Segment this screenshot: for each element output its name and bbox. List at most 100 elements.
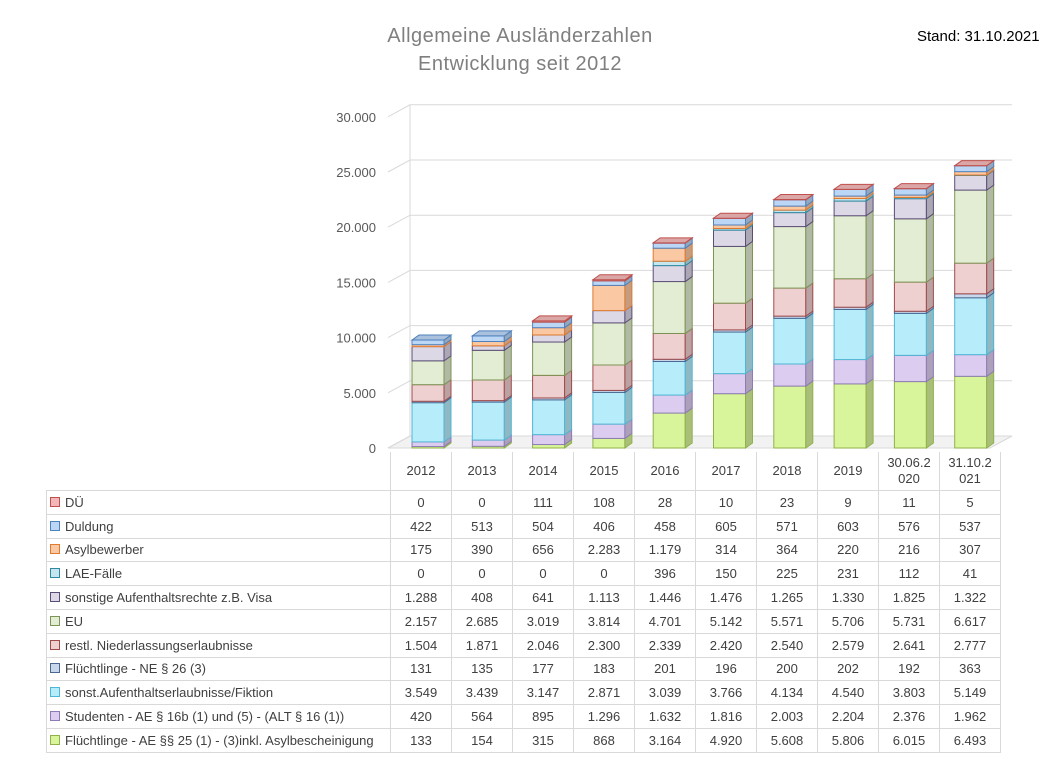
bar-segment (773, 385, 807, 449)
data-label: 0 (451, 490, 513, 515)
bar-segment-side (925, 212, 934, 284)
bar-segment (833, 278, 867, 308)
category-label-text: 2013 (467, 463, 497, 478)
bar-segment (954, 189, 988, 264)
bar-segment (833, 308, 867, 361)
bar-segment-side (805, 312, 814, 365)
data-label: 2.339 (634, 632, 696, 658)
bar-segment (532, 341, 566, 376)
data-label: 1.296 (573, 704, 635, 729)
category-label: 31.10.2 021 (939, 452, 1001, 491)
data-label: 3.019 (512, 608, 574, 634)
bar-segment-side (986, 257, 995, 295)
data-label: 1.179 (634, 537, 696, 563)
data-label: 1.871 (451, 632, 513, 658)
data-label: 10 (695, 490, 757, 515)
data-label: 0 (512, 561, 574, 587)
bar-top (531, 315, 574, 322)
series-label: sonst.Aufenthaltserlaubnisse/Fiktion (46, 680, 391, 706)
table-row: LAE-Fälle 0 0 0 0 396 150 225 231 112 41 (46, 561, 1001, 587)
category-label: 2012 (390, 452, 452, 491)
category-label-text: 2019 (833, 463, 863, 478)
data-label: 420 (390, 704, 452, 729)
bar-segment (773, 205, 807, 211)
category-label-text: 2018 (772, 463, 802, 478)
bar-segment (713, 373, 746, 395)
data-label: 504 (512, 513, 574, 539)
bar-segment (954, 375, 988, 449)
data-label: 513 (451, 513, 513, 539)
bar-segment (652, 260, 686, 267)
legend-key-icon (50, 734, 60, 745)
bar-segment (954, 174, 988, 191)
category-label: 2017 (695, 452, 757, 491)
y-tick-label: 15.000 (336, 275, 376, 290)
data-label: 225 (756, 561, 818, 587)
data-label: 1.825 (878, 585, 940, 610)
bar-segment (471, 341, 505, 347)
bar-segment-side (443, 396, 452, 443)
bar-segment (893, 218, 927, 283)
bar-top (953, 160, 996, 167)
data-label: 196 (695, 656, 757, 682)
bar-segment (773, 363, 807, 387)
category-label-text: 2017 (711, 463, 741, 478)
bar-top (832, 183, 875, 190)
bar-top (410, 334, 453, 341)
data-label: 133 (390, 727, 452, 753)
series-name: DÜ (65, 494, 84, 510)
data-label: 2.777 (939, 632, 1001, 658)
data-label: 564 (451, 704, 513, 729)
series-name: EU (65, 613, 84, 629)
series-name: sonst.Aufenthaltserlaubnisse/Fiktion (65, 685, 274, 701)
y-tick-label: 0 (369, 441, 376, 456)
table-corner (46, 452, 391, 491)
table-row: sonst.Aufenthaltserlaubnisse/Fiktion 3.54… (46, 680, 1001, 706)
bar-segment (833, 200, 867, 217)
data-label: 422 (390, 513, 452, 539)
data-label: 895 (512, 704, 574, 729)
data-label: 5.571 (756, 608, 818, 634)
bar-top (892, 183, 935, 190)
data-label: 41 (939, 561, 1001, 587)
data-label: 5.706 (817, 608, 879, 634)
bar-segment (713, 224, 746, 229)
bar-segment-side (865, 377, 874, 449)
bar-segment-side (564, 393, 573, 436)
series-name: restl. Niederlassungserlaubnisse (65, 637, 253, 653)
bar-segment (773, 287, 807, 317)
bar-segment-side (925, 276, 934, 313)
bar-segment-side (865, 303, 874, 361)
data-label: 3.549 (390, 680, 452, 706)
data-label: 111 (512, 490, 574, 515)
data-label: 216 (878, 537, 940, 563)
data-label: 201 (634, 656, 696, 682)
bar-top (772, 194, 815, 201)
data-label: 200 (756, 656, 818, 682)
data-label: 2.641 (878, 632, 940, 658)
legend-key-icon (50, 687, 60, 698)
data-label: 2.871 (573, 680, 635, 706)
data-label: 5.806 (817, 727, 879, 753)
data-label: 0 (573, 561, 635, 587)
data-label: 656 (512, 537, 574, 563)
data-label: 408 (451, 585, 513, 610)
series-name: LAE-Fälle (65, 566, 123, 582)
bar-segment-side (745, 387, 753, 449)
table-header-row: 2012 2013 2014 2015 2016 2017 2018 2019 30.06.2 0… (46, 452, 1001, 491)
data-label: 406 (573, 513, 635, 539)
bar-segment-side (925, 307, 934, 357)
data-label: 5.608 (756, 727, 818, 753)
category-label-text: 2014 (528, 463, 558, 478)
series-label: restl. Niederlassungserlaubnisse (46, 632, 391, 658)
y-tick-label: 5.000 (343, 386, 376, 401)
bar-segment (471, 335, 505, 343)
data-label: 1.265 (756, 585, 818, 610)
legend-key-icon (50, 711, 60, 722)
bar-segment-side (684, 355, 693, 397)
bar-segment (532, 327, 566, 336)
data-label: 220 (817, 537, 879, 563)
bar-segment (833, 383, 867, 449)
series-label: Duldung (46, 513, 391, 539)
bar-segment-side (624, 386, 633, 426)
